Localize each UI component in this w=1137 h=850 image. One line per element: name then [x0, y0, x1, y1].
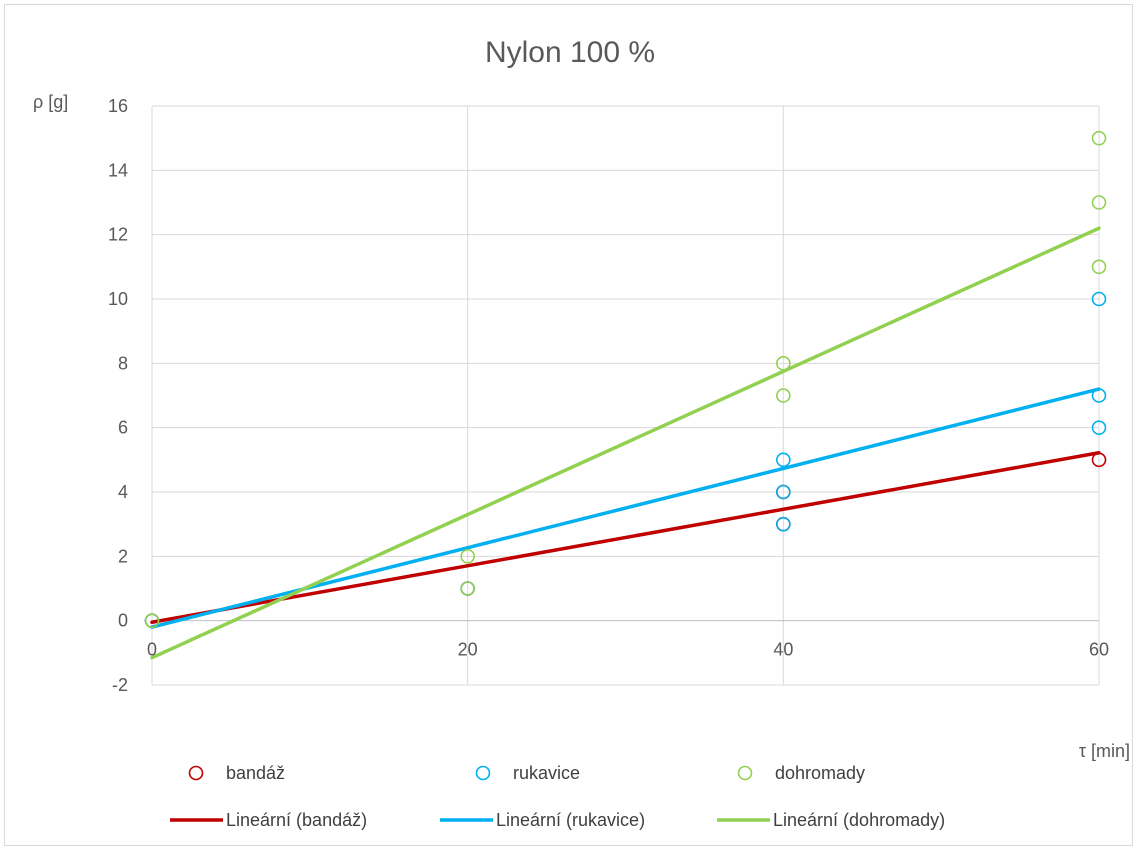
y-tick-label: 8: [118, 353, 128, 373]
legend-label: Lineární (rukavice): [496, 810, 645, 830]
y-tick-label: 12: [108, 225, 128, 245]
y-tick-label: 6: [118, 418, 128, 438]
y-tick-label: 0: [118, 611, 128, 631]
data-point: [1091, 259, 1107, 275]
x-tick-label: 40: [773, 640, 793, 660]
data-point: [776, 452, 791, 468]
legend-marker: [737, 765, 753, 781]
y-tick-label: 4: [118, 482, 128, 502]
data-point: [1091, 130, 1107, 146]
x-tick-label: 20: [458, 640, 478, 660]
x-axis-label: τ [min]: [1079, 741, 1130, 761]
x-tick-label: 0: [147, 640, 157, 660]
axes: [151, 106, 1099, 685]
data-point: [1091, 388, 1107, 403]
chart-title: Nylon 100 %: [485, 36, 655, 69]
y-tick-label: 10: [108, 289, 128, 309]
data-point: [1091, 195, 1107, 210]
data-point: [776, 484, 791, 500]
x-tick-label: 60: [1089, 640, 1109, 660]
y-tick-label: 2: [118, 546, 128, 566]
data-point: [1091, 452, 1107, 468]
data-point: [776, 356, 791, 371]
legend-marker: [188, 765, 204, 781]
trendline: [150, 451, 1101, 625]
data-point: [144, 613, 160, 628]
legend-label: Lineární (bandáž): [226, 810, 367, 830]
tick-labels: -2 0 2 4 6 8 10 12 14 16 0 20 40 60: [108, 96, 1109, 695]
legend-label: Lineární (dohromady): [773, 810, 945, 830]
chart-area: [4, 4, 1133, 846]
legend: bandáž rukavice dohromady Lineární (bandáž)…: [170, 763, 945, 830]
data-point: [1091, 420, 1107, 435]
trendlines: [150, 226, 1101, 660]
trendline: [150, 226, 1101, 660]
y-tick-label: 16: [108, 96, 128, 116]
data-point: [776, 388, 791, 403]
data-point: [776, 516, 791, 532]
y-tick-label: 14: [108, 160, 128, 180]
data-points: [144, 130, 1107, 628]
legend-marker: [475, 765, 491, 781]
legend-label: bandáž: [226, 763, 285, 783]
legend-label: dohromady: [775, 763, 865, 783]
y-tick-label: -2: [112, 675, 128, 695]
legend-label: rukavice: [513, 763, 580, 783]
data-point: [460, 549, 475, 564]
y-axis-label: ρ [g]: [33, 92, 68, 112]
data-point: [460, 581, 475, 596]
data-point: [1091, 291, 1107, 307]
